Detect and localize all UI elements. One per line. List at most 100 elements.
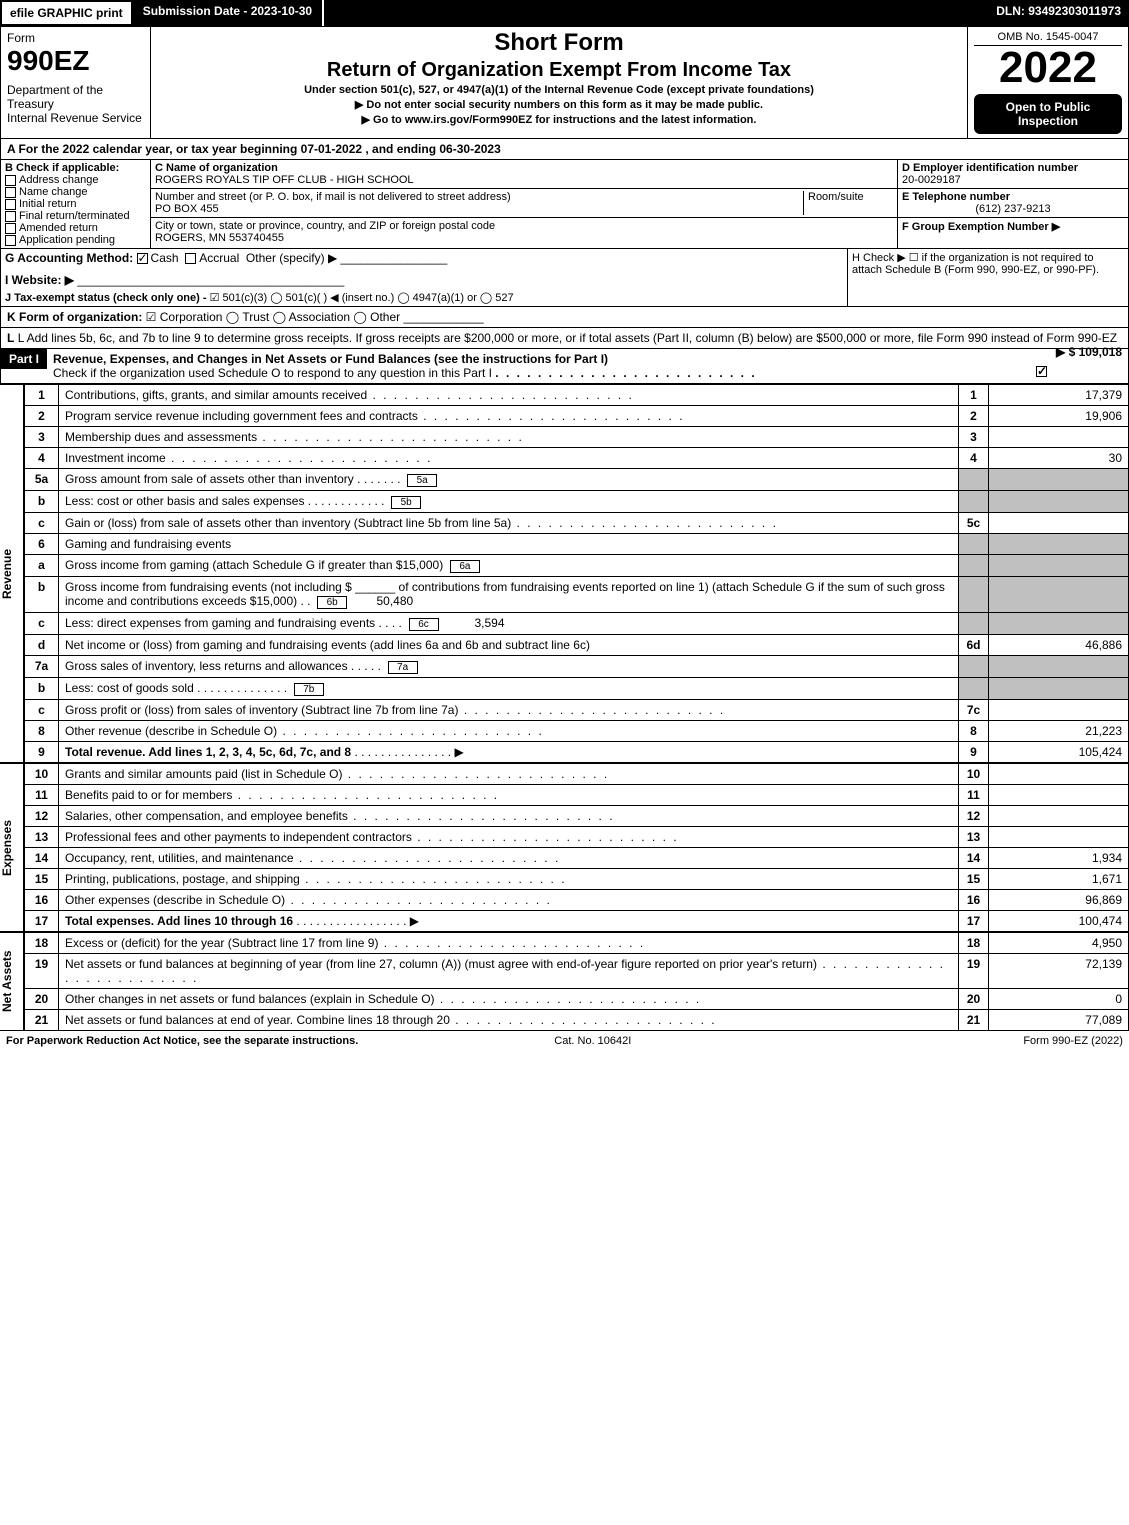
box-l: L L Add lines 5b, 6c, and 7b to line 9 t… xyxy=(0,328,1129,349)
footer-left: For Paperwork Reduction Act Notice, see … xyxy=(6,1035,358,1047)
footer: For Paperwork Reduction Act Notice, see … xyxy=(0,1031,1129,1051)
ein-value: 20-0029187 xyxy=(902,174,1124,186)
k-options: ☑ Corporation ◯ Trust ◯ Association ◯ Ot… xyxy=(146,310,400,324)
goto-link[interactable]: ▶ Go to www.irs.gov/Form990EZ for instru… xyxy=(161,113,957,126)
b-app-pending: Application pending xyxy=(19,234,115,246)
chk-cash[interactable] xyxy=(137,253,148,264)
part1-checkline: Check if the organization used Schedule … xyxy=(53,366,492,380)
j-options: ☑ 501(c)(3) ◯ 501(c)( ) ◀ (insert no.) ◯… xyxy=(210,292,514,304)
e-label: E Telephone number xyxy=(902,191,1124,203)
b-address-change: Address change xyxy=(19,174,99,186)
revenue-block: Revenue 1Contributions, gifts, grants, a… xyxy=(0,384,1129,763)
box-i: I Website: ▶ ___________________________… xyxy=(5,273,843,287)
chk-amended-return[interactable] xyxy=(5,223,16,234)
chk-application-pending[interactable] xyxy=(5,235,16,246)
row-13: 13Professional fees and other payments t… xyxy=(25,827,1129,848)
box-def: D Employer identification number 20-0029… xyxy=(898,160,1128,248)
form-word: Form xyxy=(7,31,144,45)
row-10: 10Grants and similar amounts paid (list … xyxy=(25,764,1129,785)
row-6d: dNet income or (loss) from gaming and fu… xyxy=(25,635,1129,656)
part1-title: Revenue, Expenses, and Changes in Net As… xyxy=(53,352,608,366)
short-form-title: Short Form xyxy=(161,29,957,57)
form-left-col: Form 990EZ Department of the Treasury In… xyxy=(1,27,151,138)
part1-header: Part I Revenue, Expenses, and Changes in… xyxy=(0,349,1129,384)
row-18: 18Excess or (deficit) for the year (Subt… xyxy=(25,933,1129,954)
row-8: 8Other revenue (describe in Schedule O)8… xyxy=(25,721,1129,742)
submission-date: Submission Date - 2023-10-30 xyxy=(133,0,324,26)
g-accrual: Accrual xyxy=(199,251,239,265)
org-name: ROGERS ROYALS TIP OFF CLUB - HIGH SCHOOL xyxy=(155,174,893,186)
row-6: 6Gaming and fundraising events xyxy=(25,534,1129,555)
omb-col: OMB No. 1545-0047 2022 Open to Public In… xyxy=(968,27,1128,138)
row-6c: cLess: direct expenses from gaming and f… xyxy=(25,613,1129,635)
box-b-label: B Check if applicable: xyxy=(5,162,146,174)
row-3: 3Membership dues and assessments3 xyxy=(25,427,1129,448)
row-21: 21Net assets or fund balances at end of … xyxy=(25,1010,1129,1031)
row-4: 4Investment income430 xyxy=(25,448,1129,469)
b-amended-return: Amended return xyxy=(19,222,98,234)
box-h: H Check ▶ ☐ if the organization is not r… xyxy=(848,249,1128,306)
row-12: 12Salaries, other compensation, and empl… xyxy=(25,806,1129,827)
row-11: 11Benefits paid to or for members11 xyxy=(25,785,1129,806)
row-17: 17Total expenses. Add lines 10 through 1… xyxy=(25,911,1129,932)
row-5b: bLess: cost or other basis and sales exp… xyxy=(25,491,1129,513)
row-6a: aGross income from gaming (attach Schedu… xyxy=(25,555,1129,577)
title-col: Short Form Return of Organization Exempt… xyxy=(151,27,968,138)
section-bcdef: B Check if applicable: Address change Na… xyxy=(0,160,1129,249)
chk-address-change[interactable] xyxy=(5,175,16,186)
i-label: I Website: ▶ xyxy=(5,273,74,287)
row-7a: 7aGross sales of inventory, less returns… xyxy=(25,656,1129,678)
revenue-side-label: Revenue xyxy=(0,384,24,763)
row-7b: bLess: cost of goods sold . . . . . . . … xyxy=(25,678,1129,700)
g-other: Other (specify) ▶ xyxy=(246,251,337,265)
row-16: 16Other expenses (describe in Schedule O… xyxy=(25,890,1129,911)
row-6b: bGross income from fundraising events (n… xyxy=(25,577,1129,613)
top-bar: efile GRAPHIC print Submission Date - 20… xyxy=(0,0,1129,26)
chk-final-return[interactable] xyxy=(5,211,16,222)
return-title: Return of Organization Exempt From Incom… xyxy=(161,59,957,82)
box-j: J Tax-exempt status (check only one) - ☑… xyxy=(5,291,843,304)
l-amount: ▶ $ 109,018 xyxy=(1056,345,1122,359)
chk-accrual[interactable] xyxy=(185,253,196,264)
h-text: H Check ▶ ☐ if the organization is not r… xyxy=(852,251,1124,276)
row-9: 9Total revenue. Add lines 1, 2, 3, 4, 5c… xyxy=(25,742,1129,763)
k-label: K Form of organization: xyxy=(7,310,142,324)
open-public-box: Open to Public Inspection xyxy=(974,94,1122,134)
c-name-label: C Name of organization xyxy=(155,162,893,174)
under-section: Under section 501(c), 527, or 4947(a)(1)… xyxy=(161,84,957,96)
c-city-label: City or town, state or province, country… xyxy=(155,220,893,232)
row-15: 15Printing, publications, postage, and s… xyxy=(25,869,1129,890)
d-label: D Employer identification number xyxy=(902,162,1124,174)
header-block: Form 990EZ Department of the Treasury In… xyxy=(0,26,1129,139)
row-5c: cGain or (loss) from sale of assets othe… xyxy=(25,513,1129,534)
phone-value: (612) 237-9213 xyxy=(902,203,1124,215)
efile-print-label[interactable]: efile GRAPHIC print xyxy=(0,0,133,26)
j-label: J Tax-exempt status (check only one) - xyxy=(5,292,207,304)
dept-treasury: Department of the Treasury Internal Reve… xyxy=(7,83,144,125)
footer-right: Form 990-EZ (2022) xyxy=(1023,1035,1123,1047)
expenses-side-label: Expenses xyxy=(0,763,24,932)
b-initial-return: Initial return xyxy=(19,198,76,210)
chk-name-change[interactable] xyxy=(5,187,16,198)
chk-schedule-o[interactable] xyxy=(1036,366,1047,377)
box-k: K Form of organization: ☑ Corporation ◯ … xyxy=(0,307,1129,328)
row-1: 1Contributions, gifts, grants, and simil… xyxy=(25,385,1129,406)
footer-catno: Cat. No. 10642I xyxy=(554,1035,631,1047)
part1-bar: Part I xyxy=(1,349,47,369)
l-text: L Add lines 5b, 6c, and 7b to line 9 to … xyxy=(18,331,1117,345)
room-suite-label: Room/suite xyxy=(808,191,893,203)
f-label: F Group Exemption Number ▶ xyxy=(902,220,1124,233)
line-a: A For the 2022 calendar year, or tax yea… xyxy=(0,139,1129,160)
org-city: ROGERS, MN 553740455 xyxy=(155,232,893,244)
g-cash: Cash xyxy=(151,251,179,265)
no-ssn-note: ▶ Do not enter social security numbers o… xyxy=(161,98,957,111)
row-2: 2Program service revenue including gover… xyxy=(25,406,1129,427)
b-final-return: Final return/terminated xyxy=(19,210,130,222)
netassets-block: Net Assets 18Excess or (deficit) for the… xyxy=(0,932,1129,1031)
chk-initial-return[interactable] xyxy=(5,199,16,210)
box-g: G Accounting Method: Cash Accrual Other … xyxy=(5,251,843,265)
tax-year: 2022 xyxy=(974,46,1122,90)
row-19: 19Net assets or fund balances at beginni… xyxy=(25,954,1129,989)
form-number: 990EZ xyxy=(7,45,144,77)
org-street: PO BOX 455 xyxy=(155,203,803,215)
